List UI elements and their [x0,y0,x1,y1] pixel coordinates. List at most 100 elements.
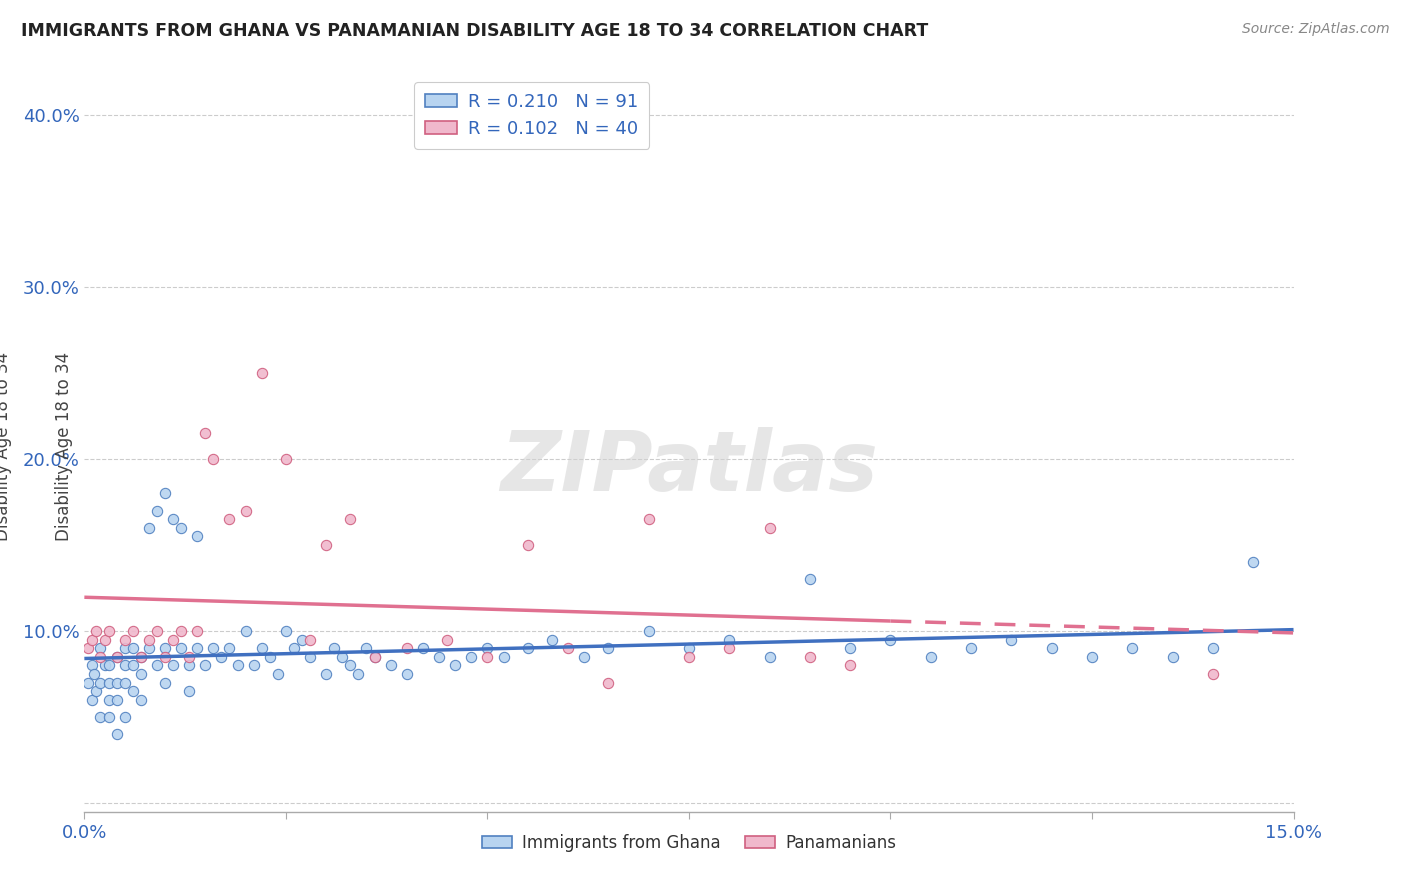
Point [114,632,136,647]
Point [82,632,104,647]
Point [82,658,104,673]
Point [267,667,290,681]
Point [170,641,193,656]
Point [339,512,361,526]
Point [395,641,418,656]
Point [516,538,538,552]
Point [121,641,143,656]
Point [97,658,120,673]
Point [93,658,115,673]
Point [315,538,337,552]
Point [1202,641,1225,656]
Point [758,649,780,664]
Point [153,486,176,500]
Point [97,624,120,638]
Point [179,684,201,698]
Point [129,649,152,664]
Point [82,693,104,707]
Point [718,632,741,647]
Point [83,667,105,681]
Point [129,667,152,681]
Point [1040,641,1063,656]
Point [250,641,273,656]
Point [186,529,208,543]
Point [162,658,184,673]
Point [347,667,370,681]
Point [250,366,273,380]
Point [516,641,538,656]
Point [218,512,240,526]
Point [179,658,201,673]
Point [299,649,322,664]
Point [97,710,120,724]
Point [162,512,184,526]
Point [598,641,620,656]
Point [427,649,450,664]
Point [235,503,257,517]
Point [86,684,108,698]
Point [186,641,208,656]
Point [395,667,418,681]
Point [218,641,240,656]
Point [194,426,217,441]
Point [299,632,322,647]
Point [541,632,564,647]
Point [93,632,115,647]
Text: ZIPatlas: ZIPatlas [501,427,877,508]
Point [89,710,111,724]
Point [839,641,862,656]
Point [114,658,136,673]
Point [170,624,193,638]
Text: IMMIGRANTS FROM GHANA VS PANAMANIAN DISABILITY AGE 18 TO 34 CORRELATION CHART: IMMIGRANTS FROM GHANA VS PANAMANIAN DISA… [21,22,928,40]
Point [637,624,659,638]
Point [202,641,225,656]
Point [799,573,821,587]
Point [146,658,169,673]
Point [121,658,143,673]
Point [678,641,700,656]
Point [235,624,257,638]
Point [105,649,128,664]
Point [77,641,100,656]
Point [129,649,152,664]
Point [121,624,143,638]
Point [879,632,901,647]
Y-axis label: Disability Age 18 to 34: Disability Age 18 to 34 [55,351,73,541]
Point [557,641,579,656]
Point [121,684,143,698]
Point [356,641,378,656]
Point [89,649,111,664]
Point [105,649,128,664]
Point [162,632,184,647]
Point [477,641,499,656]
Point [1000,632,1022,647]
Point [186,624,208,638]
Legend: Immigrants from Ghana, Panamanians: Immigrants from Ghana, Panamanians [475,827,903,858]
Point [637,512,659,526]
Point [1081,649,1104,664]
Point [105,675,128,690]
Point [363,649,385,664]
Point [138,641,160,656]
Point [114,675,136,690]
Point [718,641,741,656]
Point [839,658,862,673]
Point [323,641,346,656]
Point [436,632,458,647]
Point [920,649,942,664]
Point [114,710,136,724]
Point [678,649,700,664]
Point [146,624,169,638]
Point [1121,641,1143,656]
Point [274,624,297,638]
Point [412,641,434,656]
Point [153,649,176,664]
Y-axis label: Disability Age 18 to 34: Disability Age 18 to 34 [0,351,11,541]
Point [226,658,249,673]
Point [129,693,152,707]
Point [758,521,780,535]
Point [1202,667,1225,681]
Point [146,503,169,517]
Point [259,649,281,664]
Point [960,641,983,656]
